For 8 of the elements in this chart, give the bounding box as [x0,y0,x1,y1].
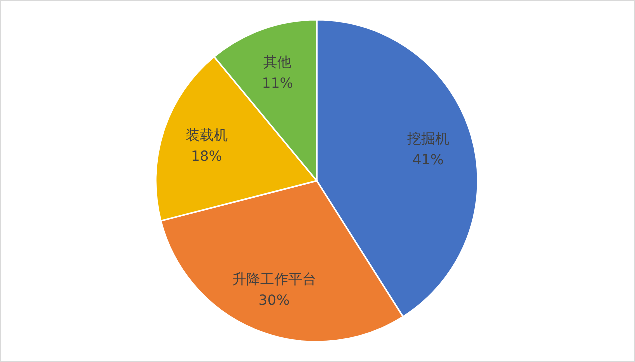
slice-label: 其他 [264,54,292,71]
data-label: 30% [258,292,290,309]
slice-label: 挖掘机 [407,132,450,148]
data-label: 11% [262,76,294,92]
slice-label: 升降工作平台 [232,272,316,288]
slice-label: 装载机 [186,128,228,144]
data-label: 18% [191,149,222,166]
data-label: 41% [412,152,444,169]
